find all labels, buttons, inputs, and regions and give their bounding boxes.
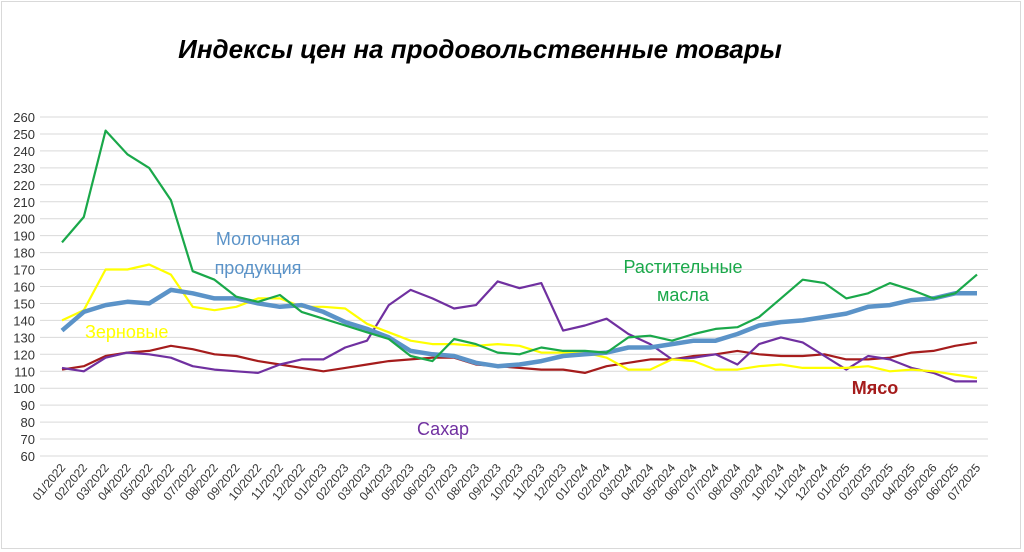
gridlines: [40, 116, 988, 457]
y-tick-label: 130: [13, 330, 35, 345]
series-label: Сахар: [417, 419, 469, 439]
y-tick-label: 160: [13, 280, 35, 295]
y-tick-label: 190: [13, 229, 35, 244]
series-line: [61, 341, 978, 374]
series-labels: Растительные масла Молочная продукция Зернов…: [85, 229, 898, 439]
chart-title: Индексы цен на продовольственные товары: [178, 34, 782, 64]
y-tick-label: 110: [14, 364, 35, 379]
series-label: масла: [657, 285, 710, 305]
series-label: Молочная: [216, 229, 300, 249]
series-line: [61, 263, 978, 380]
y-tick-label: 230: [13, 161, 35, 176]
y-tick-label: 210: [13, 195, 35, 210]
series-label: Зерновые: [85, 322, 168, 342]
y-tick-label: 200: [13, 212, 35, 227]
x-axis-ticks: 01/202202/202203/202204/202205/202206/20…: [30, 461, 984, 503]
y-tick-label: 180: [13, 246, 35, 261]
y-tick-label: 220: [13, 178, 35, 193]
y-tick-label: 260: [13, 110, 35, 125]
series-line: [61, 129, 978, 363]
y-tick-label: 70: [21, 432, 35, 447]
series-lines: [60, 129, 978, 383]
y-tick-label: 250: [13, 127, 35, 142]
y-tick-label: 150: [13, 296, 35, 311]
y-tick-label: 120: [13, 347, 35, 362]
y-tick-label: 100: [13, 381, 35, 396]
y-tick-label: 60: [21, 449, 35, 464]
series-line: [60, 287, 977, 369]
series-label: продукция: [215, 258, 302, 278]
y-tick-label: 80: [21, 415, 35, 430]
series-label: Растительные: [624, 257, 743, 277]
series-label: Мясо: [852, 378, 899, 398]
y-tick-label: 170: [13, 263, 35, 278]
y-tick-label: 140: [13, 313, 35, 328]
y-tick-label: 90: [21, 398, 35, 413]
y-tick-label: 240: [13, 144, 35, 159]
series-line: [61, 280, 977, 383]
